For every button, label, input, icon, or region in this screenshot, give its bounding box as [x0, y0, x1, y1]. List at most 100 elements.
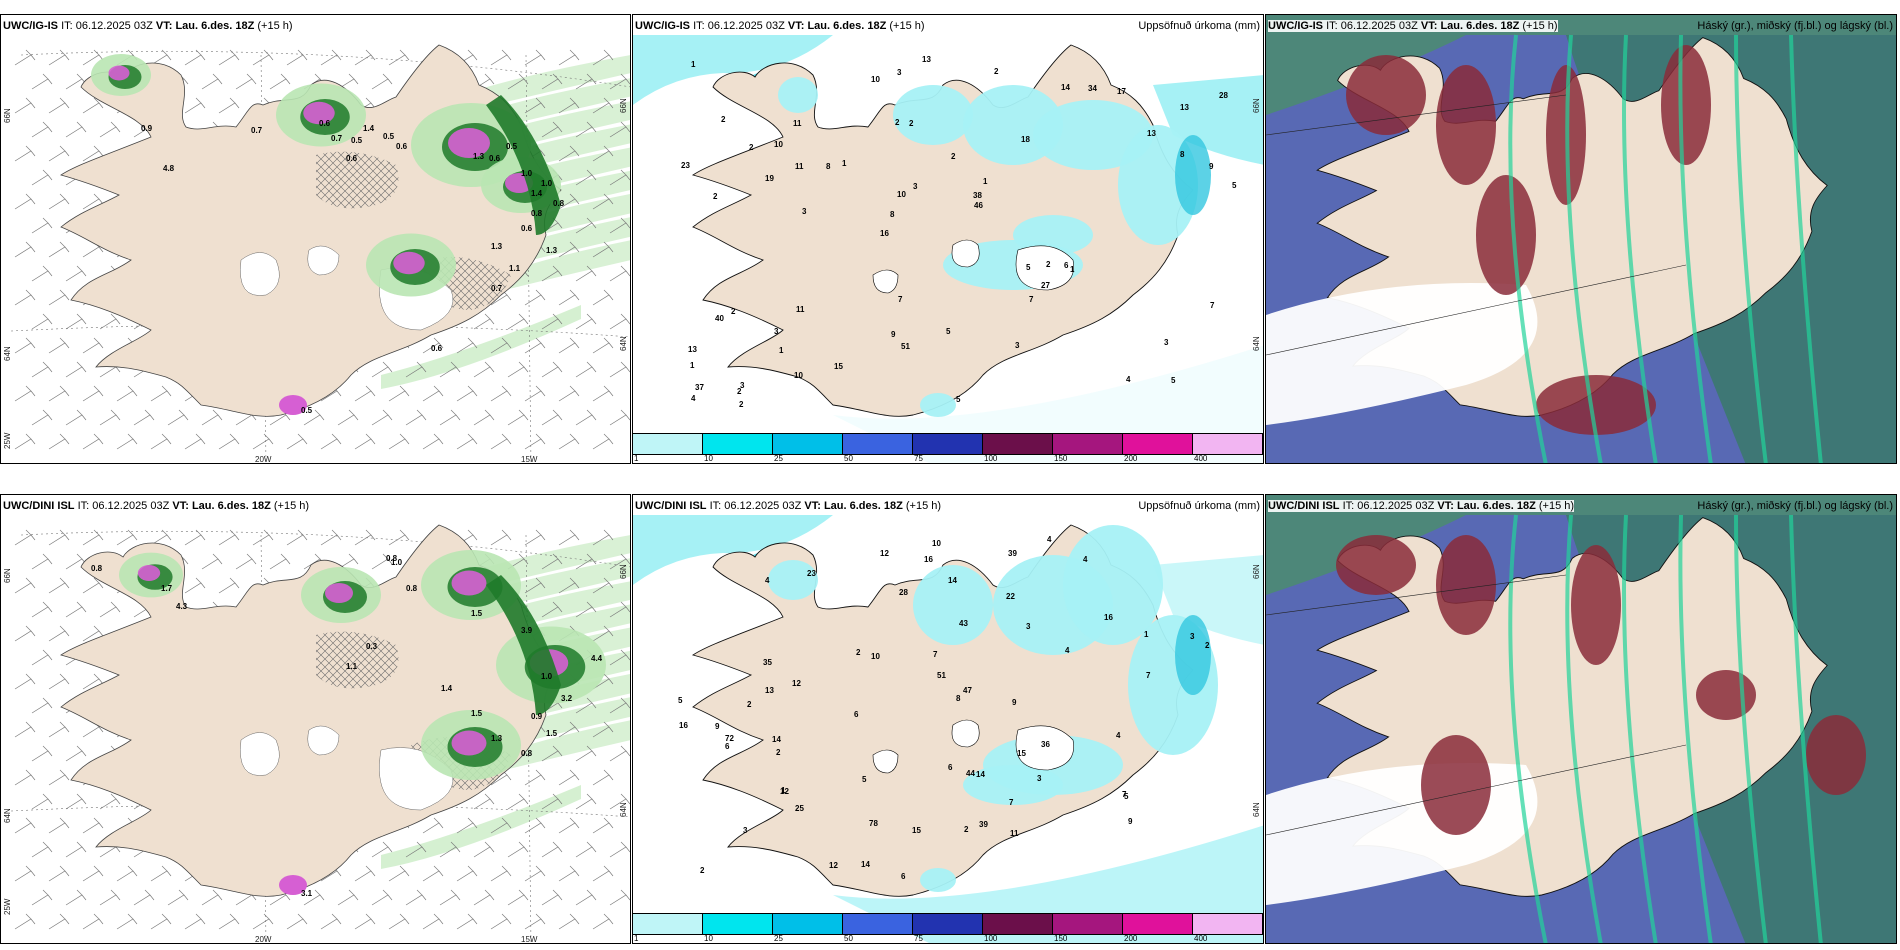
colorbar-swatch — [1053, 434, 1123, 454]
precip-value-label: 7 — [1210, 301, 1215, 310]
precip-value-label: 7 — [898, 295, 903, 304]
lat-label: 64N — [3, 346, 12, 361]
precip-value-label: 11 — [1010, 829, 1019, 838]
wind-value-label: 1.5 — [471, 709, 483, 718]
lat-label: 66N — [1252, 564, 1261, 579]
panel-subtitle: Uppsöfnuð úrkoma (mm) — [1138, 20, 1260, 32]
lat-label: 25W — [3, 432, 12, 449]
colorbar-tick: 1 — [634, 454, 639, 463]
lat-label: 66N — [619, 98, 628, 113]
wind-value-label: 1.1 — [346, 662, 358, 671]
colorbar-tick: 50 — [844, 454, 853, 463]
precip-value-label: 25 — [795, 804, 804, 813]
wind-value-label: 1.0 — [541, 179, 553, 188]
precip-value-label: 37 — [695, 383, 704, 392]
precip-value-label: 51 — [937, 671, 946, 680]
cloud-map — [1266, 15, 1896, 463]
colorbar-tick: 200 — [1124, 934, 1138, 943]
precip-value-label: 3 — [740, 381, 745, 390]
precip-value-label: 28 — [1219, 91, 1228, 100]
precip-value-label: 12 — [780, 787, 789, 796]
lat-label: 66N — [3, 108, 12, 123]
precip-value-label: 16 — [1104, 613, 1113, 622]
wind-value-label: 1.4 — [531, 189, 543, 198]
precip-value-label: 3 — [1026, 622, 1031, 631]
colorbar-tick: 100 — [984, 454, 998, 463]
precip-value-label: 5 — [946, 327, 951, 336]
wind-value-label: 0.6 — [431, 344, 443, 353]
precip-value-label: 7 — [1146, 671, 1151, 680]
precip-value-label: 17 — [1117, 87, 1126, 96]
precip-value-label: 6 — [725, 742, 730, 751]
precip-value-label: 16 — [880, 229, 889, 238]
precip-value-label: 2 — [739, 400, 744, 409]
wind-value-label: 4.3 — [176, 602, 188, 611]
wind-value-label: 1.4 — [441, 684, 453, 693]
precip-value-label: 12 — [792, 679, 801, 688]
wind-map — [10, 524, 630, 943]
precip-value-label: 2 — [909, 119, 914, 128]
precip-value-label: 8 — [956, 694, 961, 703]
precip-value-label: 2 — [856, 648, 861, 657]
wind-value-label: 0.6 — [396, 142, 408, 151]
precip-value-label: 3 — [897, 68, 902, 77]
precip-value-label: 13 — [1147, 129, 1156, 138]
wind-value-label: 0.6 — [319, 119, 331, 128]
precip-value-label: 1 — [842, 159, 847, 168]
lat-label: 64N — [1252, 802, 1261, 817]
colorbar-tick: 200 — [1124, 454, 1138, 463]
wind-panel-row1: UWC/IG-IS IT: 06.12.2025 03Z VT: Lau. 6.… — [0, 14, 631, 464]
precip-value-label: 39 — [979, 820, 988, 829]
precip-value-label: 7 — [1029, 295, 1034, 304]
precip-value-label: 5 — [1124, 792, 1129, 801]
precip-value-label: 9 — [891, 330, 896, 339]
panel-title: UWC/IG-IS IT: 06.12.2025 03Z VT: Lau. 6.… — [635, 20, 925, 32]
colorbar-tick: 100 — [984, 934, 998, 943]
precip-value-label: 35 — [763, 658, 772, 667]
precip-value-label: 2 — [721, 115, 726, 124]
precip-value-label: 15 — [834, 362, 843, 371]
lat-label: 64N — [619, 802, 628, 817]
colorbar-swatch — [843, 914, 913, 934]
wind-value-label: 0.5 — [506, 142, 518, 151]
wind-value-label: 1.3 — [491, 734, 503, 743]
precip-value-label: 13 — [922, 55, 931, 64]
precip-value-label: 11 — [793, 119, 802, 128]
precip-value-label: 44 — [966, 769, 975, 778]
cloud-map — [1266, 495, 1896, 943]
wind-map — [10, 44, 630, 463]
lon-label: 15W — [521, 935, 538, 944]
precip-value-label: 38 — [973, 191, 982, 200]
lon-label: 20W — [255, 935, 272, 944]
panel-title: UWC/IG-IS IT: 06.12.2025 03Z VT: Lau. 6.… — [3, 20, 293, 32]
wind-value-label: 1.3 — [546, 246, 558, 255]
precip-value-label: 43 — [959, 619, 968, 628]
lon-label: 20W — [255, 455, 272, 464]
precip-value-label: 2 — [737, 387, 742, 396]
precip-value-label: 5 — [1026, 263, 1031, 272]
precip-value-label: 5 — [956, 395, 961, 404]
wind-value-label: 0.3 — [366, 642, 378, 651]
precip-value-label: 23 — [681, 161, 690, 170]
wind-value-label: 0.7 — [491, 284, 503, 293]
colorbar-swatch — [1193, 914, 1263, 934]
wind-value-label: 1.5 — [471, 609, 483, 618]
precip-value-label: 4 — [1083, 555, 1088, 564]
colorbar-swatch — [1123, 434, 1193, 454]
precip-value-label: 47 — [963, 686, 972, 695]
wind-value-label: 0.5 — [383, 132, 395, 141]
panel-subtitle: Háský (gr.), miðský (fj.bl.) og lágský (… — [1697, 500, 1893, 512]
colorbar-swatch — [703, 434, 773, 454]
colorbar-swatch — [1193, 434, 1263, 454]
precip-value-label: 6 — [901, 872, 906, 881]
colorbar-swatch — [773, 914, 843, 934]
precip-value-label: 28 — [899, 588, 908, 597]
colorbar-swatch — [773, 434, 843, 454]
colorbar-tick: 400 — [1194, 934, 1208, 943]
wind-value-label: 0.8 — [521, 749, 533, 758]
wind-value-label: 1.5 — [546, 729, 558, 738]
precip-value-label: 4 — [1126, 375, 1131, 384]
precip-map — [633, 35, 1263, 463]
colorbar-tick: 10 — [704, 934, 713, 943]
precip-value-label: 9 — [1128, 817, 1133, 826]
